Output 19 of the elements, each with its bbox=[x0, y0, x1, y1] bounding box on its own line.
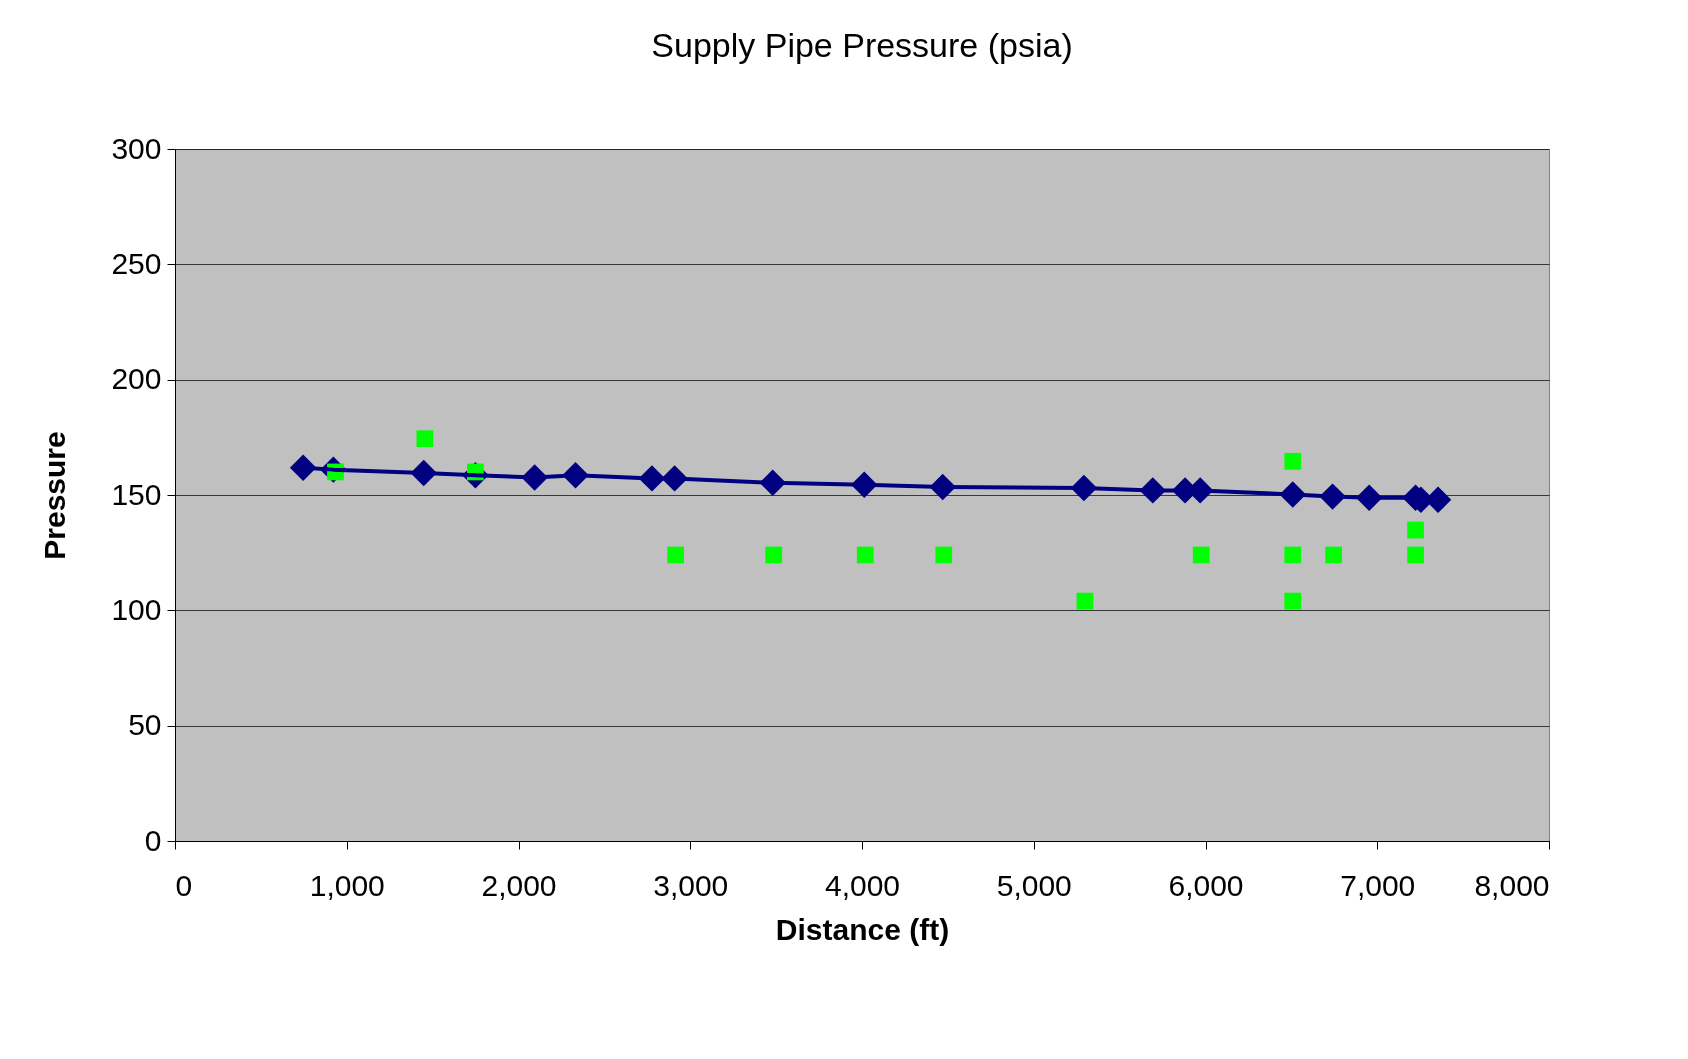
x-tick-label: 8,000 bbox=[1474, 868, 1550, 902]
y-tick-label: 250 bbox=[111, 246, 162, 280]
x-tick-label: 0 bbox=[175, 868, 193, 902]
x-tick-label: 3,000 bbox=[653, 868, 729, 902]
y-axis-title: Pressure bbox=[38, 431, 72, 560]
x-tick-label: 5,000 bbox=[996, 868, 1072, 902]
y-tick-label: 150 bbox=[111, 477, 162, 511]
y-tick-label: 300 bbox=[111, 131, 162, 165]
y-tick-label: 200 bbox=[111, 362, 162, 396]
x-tick-label: 1,000 bbox=[309, 868, 385, 902]
y-tick-label: 0 bbox=[144, 823, 162, 857]
y-tick-label: 50 bbox=[128, 708, 162, 742]
x-tick-label: 4,000 bbox=[824, 868, 901, 902]
x-tick-label: 2,000 bbox=[481, 868, 557, 902]
x-tick-label: 7,000 bbox=[1340, 868, 1416, 902]
y-tick-label: 100 bbox=[111, 592, 162, 626]
x-tick-label: 6,000 bbox=[1168, 868, 1244, 902]
x-axis-title: Distance (ft) bbox=[775, 912, 950, 946]
chart-title: Supply Pipe Pressure (psia) bbox=[651, 26, 1073, 64]
